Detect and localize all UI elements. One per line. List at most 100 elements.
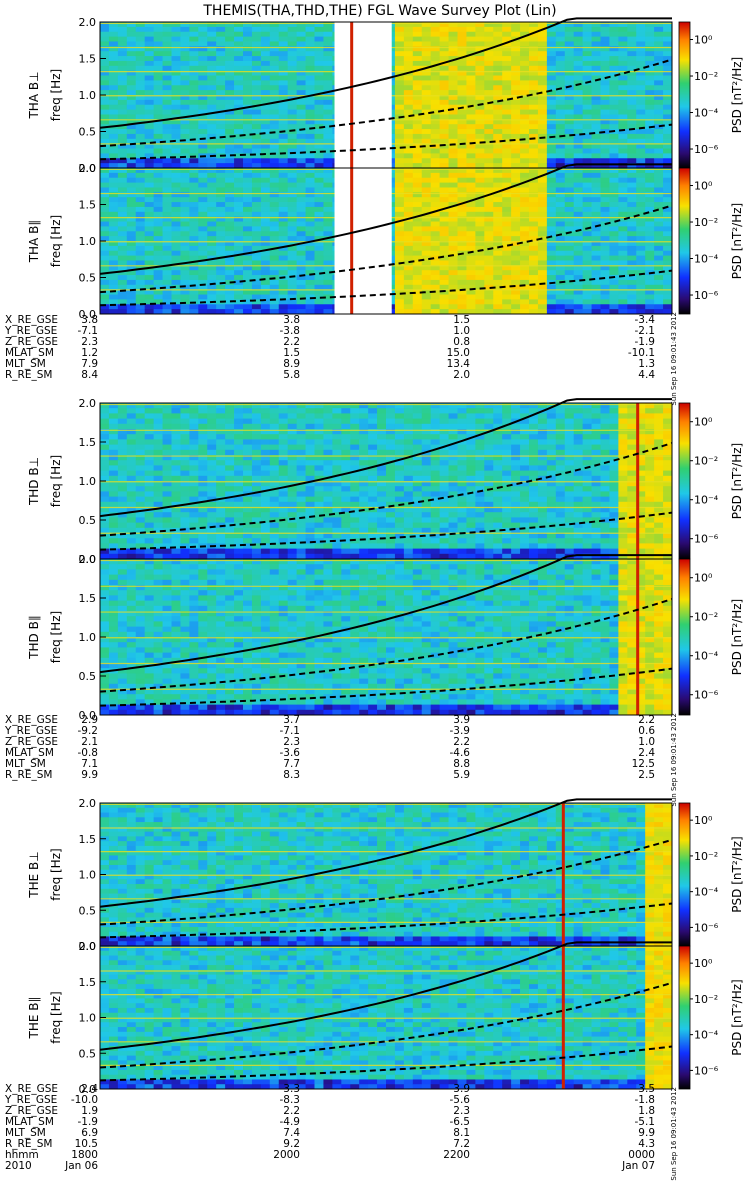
spectrogram-cell xyxy=(412,403,423,409)
spectrogram-cell xyxy=(636,202,646,208)
spectrogram-cell xyxy=(663,60,673,67)
spectrogram-cell xyxy=(457,177,467,183)
spectrogram-cell xyxy=(645,56,655,62)
spectrogram-cell xyxy=(251,449,262,456)
spectrogram-cell xyxy=(493,99,503,106)
spectrogram-cell xyxy=(323,231,333,237)
spectrogram-cell xyxy=(162,444,172,451)
spectrogram-cell xyxy=(600,284,610,291)
spectrogram-cell xyxy=(207,309,217,315)
spectrogram-cell xyxy=(117,299,128,305)
spectrogram-cell xyxy=(234,470,244,477)
spectrogram-cell xyxy=(636,304,646,310)
spectrogram-cell xyxy=(537,168,548,174)
spectrogram-cell xyxy=(520,231,530,237)
spectrogram-cell xyxy=(171,413,181,419)
spectrogram-cell xyxy=(243,413,253,419)
spectrogram-cell xyxy=(144,99,155,106)
spectrogram-cell xyxy=(171,202,181,208)
spectrogram-cell xyxy=(269,507,280,513)
spectrogram-cell xyxy=(207,250,217,256)
spectrogram-cell xyxy=(555,236,566,242)
spectrogram-cell xyxy=(189,114,199,120)
spectrogram-cell xyxy=(493,22,503,28)
spectrogram-cell xyxy=(323,522,333,529)
spectrogram-cell xyxy=(502,143,512,149)
spectrogram-cell xyxy=(618,168,628,174)
spectrogram-cell xyxy=(636,109,646,115)
spectrogram-cell xyxy=(144,413,155,419)
spectrogram-cell xyxy=(108,465,119,471)
spectrogram-cell xyxy=(484,51,494,57)
spectrogram-cell xyxy=(207,553,217,560)
spectrogram-cell xyxy=(546,153,557,159)
spectrogram-cell xyxy=(207,60,217,67)
spectrogram-cell xyxy=(421,182,432,188)
spectrogram-cell xyxy=(412,241,423,247)
spectrogram-cell xyxy=(609,211,619,218)
spectrogram-cell xyxy=(296,491,306,497)
spectrogram-cell xyxy=(135,284,146,291)
spectrogram-cell xyxy=(135,553,146,560)
spectrogram-cell xyxy=(403,491,414,497)
spectrogram-cell xyxy=(439,138,449,145)
spectrogram-cell xyxy=(269,197,280,203)
spectrogram-cell xyxy=(162,294,172,300)
spectrogram-cell xyxy=(493,279,503,286)
spectrogram-cell xyxy=(600,104,610,110)
spectrogram-cell xyxy=(296,85,306,91)
spectrogram-cell xyxy=(225,486,235,492)
spectrogram-cell xyxy=(144,279,155,286)
spectrogram-cell xyxy=(591,56,601,62)
spectrogram-cell xyxy=(323,418,333,425)
spectrogram-cell xyxy=(323,143,333,149)
spectrogram-cell xyxy=(314,163,324,169)
spectrogram-cell xyxy=(189,221,199,227)
spectrogram-cell xyxy=(198,119,208,125)
spectrogram-cell xyxy=(502,90,512,96)
spectrogram-cell xyxy=(502,133,512,140)
spectrogram-cell xyxy=(573,70,584,76)
spectrogram-cell xyxy=(627,143,637,149)
spectrogram-cell xyxy=(180,177,190,183)
spectrogram-cell xyxy=(591,250,601,256)
spectrogram-cell xyxy=(645,304,655,310)
spectrogram-cell xyxy=(591,177,601,183)
spectrogram-cell xyxy=(153,36,163,42)
spectrogram-cell xyxy=(251,470,262,477)
spectrogram-cell xyxy=(225,236,235,242)
spectrogram-cell xyxy=(162,270,172,276)
spectrogram-cell xyxy=(180,163,190,169)
spectrogram-cell xyxy=(305,65,315,72)
spectrogram-cell xyxy=(430,109,441,115)
spectrogram-cell xyxy=(537,138,548,145)
spectrogram-cell xyxy=(636,236,646,242)
spectrogram-cell xyxy=(386,527,396,534)
spectrogram-cell xyxy=(636,119,646,125)
spectrogram-cell xyxy=(198,60,208,67)
spectrogram-cell xyxy=(394,265,405,271)
spectrogram-cell xyxy=(305,168,315,174)
spectrogram-cell xyxy=(305,250,315,256)
spectrogram-cell xyxy=(180,70,190,76)
spectrogram-cell xyxy=(171,491,181,497)
spectrogram-cell xyxy=(484,255,494,261)
spectrogram-cell xyxy=(135,75,146,81)
spectrogram-cell xyxy=(314,36,324,42)
spectrogram-cell xyxy=(546,26,557,33)
spectrogram-cell xyxy=(537,236,548,242)
spectrogram-cell xyxy=(394,65,405,72)
spectrogram-cell xyxy=(108,470,119,477)
spectrogram-cell xyxy=(260,51,271,57)
spectrogram-cell xyxy=(100,486,110,492)
spectrogram-cell xyxy=(591,192,601,198)
spectrogram-cell xyxy=(243,294,253,300)
spectrogram-cell xyxy=(573,124,584,130)
spectrogram-cell xyxy=(618,226,628,232)
spectrogram-cell xyxy=(403,206,414,213)
spectrogram-cell xyxy=(475,241,485,247)
spectrogram-cell xyxy=(448,294,458,300)
spectrogram-cell xyxy=(243,46,253,52)
spectrogram-cell xyxy=(225,143,235,149)
spectrogram-cell xyxy=(243,80,253,86)
